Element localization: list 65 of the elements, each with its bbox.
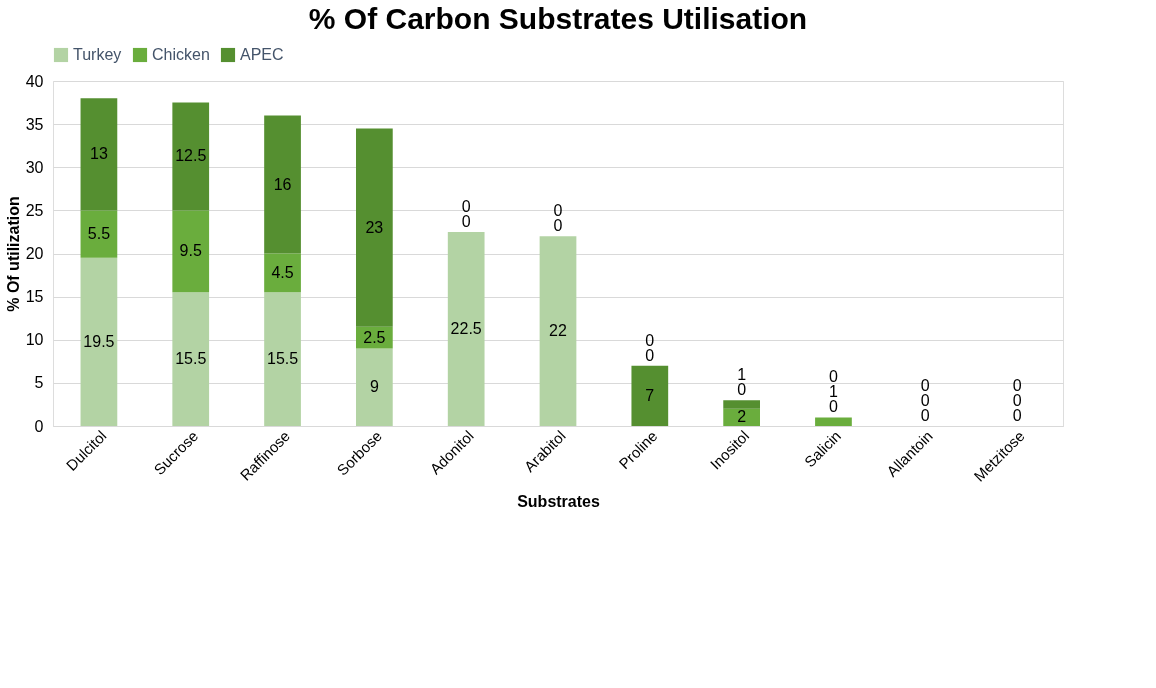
bar [723, 408, 760, 426]
bar [80, 257, 118, 426]
y-tick-label: 15 [25, 288, 44, 306]
data-label: 22 [549, 322, 567, 340]
data-label: 22.5 [450, 319, 482, 337]
data-label: 0 [1012, 377, 1022, 394]
data-label: 2 [737, 408, 747, 426]
data-label: 7 [645, 386, 655, 404]
data-label: 0 [737, 381, 747, 399]
bar [264, 115, 301, 254]
bar [264, 253, 301, 293]
legend-label: APEC [240, 46, 284, 63]
data-label: 0 [920, 392, 930, 409]
data-label: 0 [461, 197, 471, 215]
data-label: 19.5 [83, 332, 115, 350]
data-label: 12.5 [175, 147, 207, 165]
y-tick-label: 25 [25, 201, 44, 219]
data-label: 0 [645, 346, 655, 364]
bar [356, 348, 393, 426]
bar [172, 210, 210, 293]
y-tick-label: 20 [25, 245, 44, 262]
legend-label: Chicken [152, 46, 210, 63]
data-label: 0 [920, 407, 930, 424]
bar [631, 365, 669, 426]
data-label: 5.5 [87, 225, 111, 243]
bar [356, 128, 393, 327]
bar [80, 98, 118, 211]
data-label: 4.5 [271, 263, 294, 281]
x-axis-title: Substrates [517, 493, 600, 511]
data-label: 0 [1012, 407, 1022, 424]
bar [264, 292, 301, 426]
data-label: 15.5 [266, 350, 299, 368]
bar [815, 417, 852, 426]
data-label: 0 [553, 202, 563, 220]
data-label: 1 [737, 366, 747, 384]
data-label: 15.5 [175, 350, 207, 368]
bar [447, 231, 485, 426]
data-label: 1 [829, 383, 838, 401]
y-tick-label: 5 [34, 374, 44, 392]
bar [172, 102, 210, 211]
bar [723, 400, 760, 409]
data-label: 23 [365, 218, 384, 236]
data-label: 9.5 [179, 242, 202, 260]
data-label: 0 [1012, 392, 1022, 409]
y-tick-label: 30 [25, 158, 44, 176]
data-label: 0 [920, 377, 930, 394]
bar [539, 236, 577, 426]
y-axis-title: % Of utilization [4, 196, 22, 312]
y-tick-label: 40 [25, 72, 44, 90]
data-label: 0 [645, 331, 655, 349]
data-label: 0 [553, 217, 563, 235]
data-label: 2.5 [363, 328, 386, 346]
bar [172, 292, 210, 426]
y-tick-label: 35 [25, 115, 44, 133]
bar [80, 210, 118, 258]
y-tick-label: 0 [34, 417, 44, 435]
y-tick-label: 10 [25, 331, 44, 349]
data-label: 0 [461, 212, 471, 230]
legend-label: Turkey [73, 46, 122, 63]
data-label: 16 [273, 175, 292, 193]
data-label: 13 [90, 145, 108, 163]
data-label: 0 [829, 368, 838, 386]
data-label: 0 [829, 398, 838, 416]
data-label: 9 [369, 378, 379, 396]
chart-title: % Of Carbon Substrates Utilisation [308, 2, 808, 35]
